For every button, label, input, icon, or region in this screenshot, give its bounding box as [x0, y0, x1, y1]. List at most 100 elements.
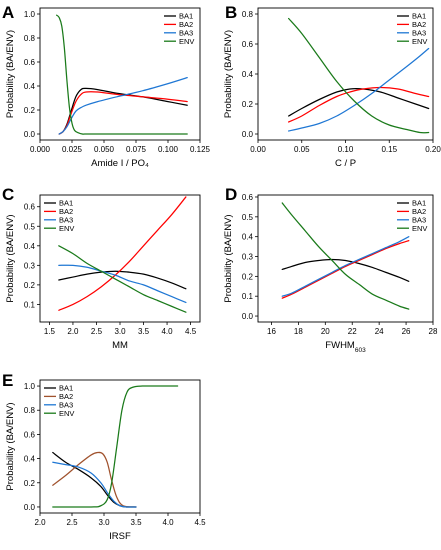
legend-label-ba2: BA2: [179, 20, 193, 29]
series-line-ba1: [52, 451, 137, 508]
y-axis-label: Probability (BA/ENV): [5, 30, 16, 118]
y-tick-label: 0.2: [24, 479, 36, 488]
y-tick-label: 0.1: [24, 300, 36, 309]
y-tick-label: 0.4: [24, 455, 36, 464]
y-tick-label: 0.4: [24, 82, 36, 91]
series-line-ba3: [288, 47, 430, 132]
x-tick-label: 2.0: [67, 327, 79, 336]
chart-panel-a: A 0.000 0.025 0.050 0.075 0.100 0.125 0.0 0.2 0.4…: [2, 3, 211, 169]
y-tick-label: 1.0: [24, 10, 36, 19]
legend-label-ba2: BA2: [59, 207, 73, 216]
series-line-ba2: [288, 86, 430, 123]
panel-letter: B: [225, 3, 237, 22]
legend-label-ba3: BA3: [412, 28, 426, 37]
legend-label-ba2: BA2: [412, 207, 426, 216]
x-tick-label: 0.025: [62, 145, 83, 154]
legend-label-ba1: BA1: [59, 384, 73, 393]
y-tick-label: 0.0: [24, 130, 36, 139]
legend-label-ba2: BA2: [412, 20, 426, 29]
y-axis-label: Probability (BA/ENV): [223, 214, 234, 302]
x-tick-label: 0.20: [425, 145, 441, 154]
series-line-ba2: [58, 196, 187, 311]
series-line-ba1: [281, 258, 410, 282]
x-tick-label: 2.0: [34, 518, 46, 527]
y-tick-label: 0.2: [24, 281, 36, 290]
y-tick-label: 0.4: [24, 242, 36, 251]
y-tick-label: 0.4: [242, 233, 254, 242]
x-tick-label: 4.0: [162, 518, 174, 527]
series-line-ba2: [281, 240, 410, 299]
x-axis-label: FWHM603: [325, 340, 366, 354]
y-tick-label: 0.0: [242, 130, 254, 139]
y-tick-label: 0.3: [24, 261, 36, 270]
legend-label-env: ENV: [179, 37, 194, 46]
panel-letter: A: [2, 3, 14, 22]
x-tick-label: 0.05: [294, 145, 310, 154]
x-tick-label: 4.0: [161, 327, 173, 336]
x-tick-label: 0.000: [30, 145, 51, 154]
legend-label-env: ENV: [412, 37, 427, 46]
series-line-env: [281, 202, 410, 310]
series-line-ba2: [58, 91, 188, 135]
plot-frame: [257, 194, 434, 323]
x-tick-label: 4.5: [194, 518, 206, 527]
legend-label-ba3: BA3: [59, 215, 73, 224]
y-tick-label: 0.6: [24, 58, 36, 67]
x-tick-label: 4.5: [185, 327, 197, 336]
legend-label-ba1: BA1: [59, 199, 73, 208]
plot-frame: [257, 7, 434, 141]
legend-label-ba1: BA1: [412, 12, 426, 21]
x-axis-label: MM: [112, 340, 128, 351]
x-tick-label: 3.5: [130, 518, 142, 527]
legend-label-ba2: BA2: [59, 392, 73, 401]
y-tick-label: 0.1: [242, 292, 254, 301]
y-axis-label: Probability (BA/ENV): [223, 30, 234, 118]
x-tick-label: 26: [402, 327, 411, 336]
y-tick-label: 0.2: [24, 106, 36, 115]
x-axis-label: Amide I / PO₄: [91, 158, 149, 169]
legend-label-ba3: BA3: [412, 215, 426, 224]
chart-panel-d: D 16 18 20 22 24 26 28 0.0 0.1 0.2 0.3 0.4 0.5 0.6 FWHM…: [223, 185, 438, 354]
x-tick-label: 0.125: [190, 145, 211, 154]
y-axis-label: Probability (BA/ENV): [5, 214, 16, 302]
x-tick-label: 3.5: [138, 327, 150, 336]
x-tick-label: 0.15: [381, 145, 397, 154]
series-line-env: [58, 245, 187, 313]
x-tick-label: 1.5: [44, 327, 56, 336]
series-line-ba3: [58, 264, 187, 304]
x-tick-label: 2.5: [91, 327, 103, 336]
legend-label-env: ENV: [59, 409, 74, 418]
x-tick-label: 16: [267, 327, 276, 336]
y-tick-label: 0.2: [242, 272, 254, 281]
y-tick-label: 0.2: [242, 100, 254, 109]
y-tick-label: 0.5: [242, 213, 254, 222]
series-line-env: [288, 17, 430, 134]
y-tick-label: 0.8: [24, 406, 36, 415]
x-tick-label: 3.0: [114, 327, 126, 336]
y-tick-label: 0.6: [24, 203, 36, 212]
y-tick-label: 0.3: [242, 253, 254, 262]
legend-label-ba1: BA1: [412, 199, 426, 208]
legend-label-ba3: BA3: [179, 28, 193, 37]
x-tick-label: 22: [348, 327, 357, 336]
y-tick-label: 0.4: [242, 70, 254, 79]
series-line-env: [52, 385, 179, 508]
x-tick-label: 18: [294, 327, 303, 336]
x-tick-label: 0.050: [94, 145, 115, 154]
chart-panel-e: E 2.0 2.5 3.0 3.5 4.0 4.5 0.0 0.2 0.4 0.6 0.8 1.0 IRS…: [2, 371, 206, 542]
x-tick-label: 28: [429, 327, 438, 336]
chart-panel-c: C 1.5 2.0 2.5 3.0 3.5 4.0 4.5 0.1 0.2 0.3 0.4 0.5 0.6…: [2, 185, 201, 351]
legend-label-ba1: BA1: [179, 12, 193, 21]
y-tick-label: 0.5: [24, 222, 36, 231]
series-line-env: [56, 14, 188, 135]
plot-frame: [39, 379, 201, 514]
x-axis-label: IRSF: [109, 531, 131, 542]
legend-label-env: ENV: [412, 224, 427, 233]
series-line-ba3: [52, 461, 137, 508]
x-tick-label: 0.00: [250, 145, 266, 154]
legend-label-ba3: BA3: [59, 400, 73, 409]
x-tick-label: 0.10: [338, 145, 354, 154]
y-tick-label: 0.6: [24, 430, 36, 439]
x-axis-label-subscript: 603: [355, 347, 366, 354]
